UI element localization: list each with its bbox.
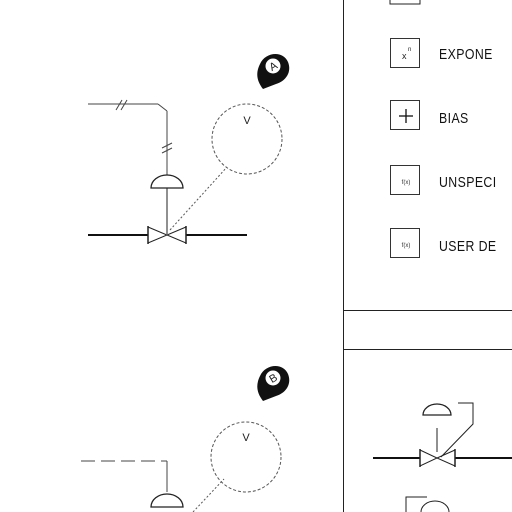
diaphragm-actuator [150, 174, 184, 234]
legend-label: EXPONE [439, 46, 493, 63]
signal-line [88, 99, 173, 177]
instrument-connection [192, 478, 225, 512]
svg-text:f(x): f(x) [402, 180, 411, 186]
legend-label: BIAS [439, 110, 469, 127]
diaphragm-actuator [150, 493, 184, 508]
instrument-connection [169, 166, 228, 231]
svg-text:x: x [402, 51, 407, 61]
function-icon: f(x) [390, 228, 420, 258]
legend-panel-frame [343, 0, 512, 512]
legend-label: UNSPECI [439, 174, 497, 191]
exponential-icon: x n [390, 38, 420, 68]
plus-icon [390, 100, 420, 130]
map-pin-icon[interactable]: A [257, 53, 290, 89]
valve-body-icon [147, 226, 187, 244]
valve-diagram-2: V B [81, 365, 290, 512]
valve-diagram-1: V A [88, 53, 290, 244]
legend-valve-symbol [373, 402, 512, 512]
svg-text:f(x): f(x) [402, 243, 411, 249]
legend-label: USER DE [439, 238, 497, 255]
instrument-tag: V [242, 432, 250, 444]
instrument-bubble [210, 421, 282, 493]
map-pin-icon[interactable]: B [257, 365, 290, 401]
instrument-tag: V [243, 115, 251, 127]
instrument-bubble [211, 103, 283, 175]
signal-line [81, 460, 168, 492]
function-icon: f(x) [390, 165, 420, 195]
svg-text:n: n [408, 47, 411, 53]
